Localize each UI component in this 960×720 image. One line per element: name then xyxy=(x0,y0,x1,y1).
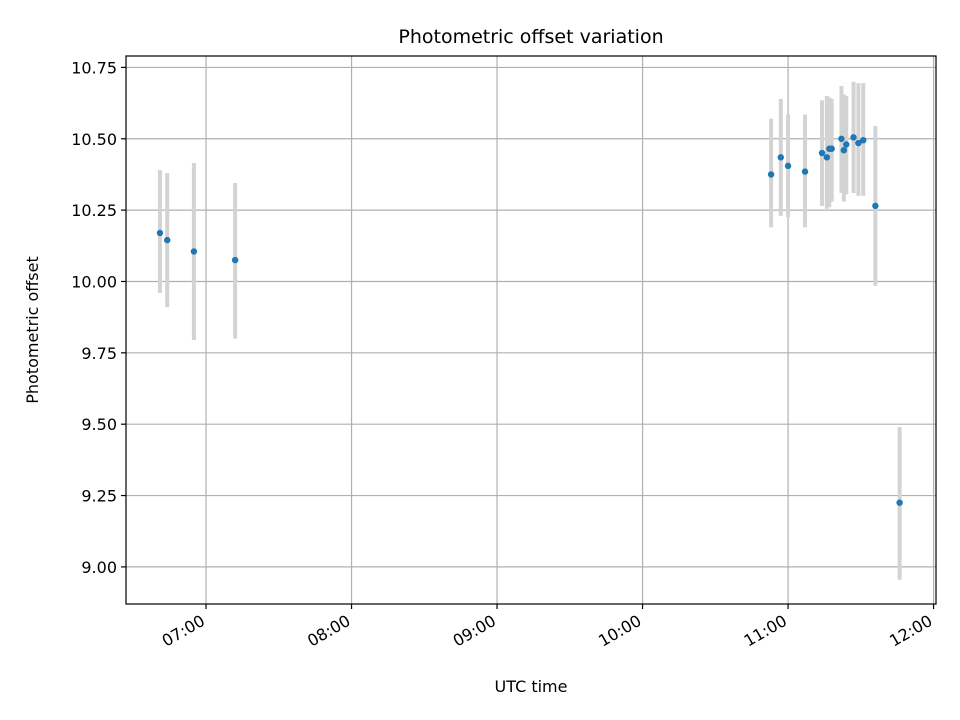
data-point xyxy=(872,202,879,210)
data-point xyxy=(190,248,198,255)
x-tick-label: 08:00 xyxy=(304,611,353,651)
data-points xyxy=(156,134,903,506)
chart-title: Photometric offset variation xyxy=(398,26,663,48)
y-tick-label: 10.25 xyxy=(71,201,117,220)
data-point xyxy=(850,134,857,141)
y-tick-label: 10.50 xyxy=(71,130,117,149)
x-axis-ticks: 07:00 08:00 09:00 10:00 11:00 12:00 xyxy=(159,604,936,651)
data-point xyxy=(843,141,850,148)
data-point xyxy=(777,154,784,161)
x-tick-label: 09:00 xyxy=(450,611,499,651)
data-point xyxy=(784,162,792,170)
data-point xyxy=(860,136,867,144)
x-tick-label: 07:00 xyxy=(159,611,208,651)
y-tick-label: 9.25 xyxy=(81,487,117,506)
data-point xyxy=(840,146,848,154)
data-point xyxy=(838,135,845,142)
grid-lines xyxy=(126,56,936,604)
y-tick-label: 10.75 xyxy=(71,58,117,77)
x-tick-label: 10:00 xyxy=(595,611,644,651)
data-point xyxy=(164,236,171,244)
y-tick-label: 9.75 xyxy=(81,344,117,363)
data-point xyxy=(801,168,809,175)
data-point xyxy=(855,139,862,147)
data-point xyxy=(823,154,831,161)
x-tick-label: 12:00 xyxy=(886,611,935,651)
data-point xyxy=(156,229,164,237)
data-point xyxy=(828,145,835,152)
data-point xyxy=(818,149,826,157)
x-tick-label: 11:00 xyxy=(741,611,790,651)
y-axis-ticks: 9.00 9.25 9.50 9.75 10.00 10.25 10.50 10.75 xyxy=(71,58,126,577)
y-tick-label: 10.00 xyxy=(71,272,117,291)
y-axis-label: Photometric offset xyxy=(23,256,42,404)
plot-frame xyxy=(125,55,937,605)
y-tick-label: 9.00 xyxy=(81,558,117,577)
error-bars xyxy=(157,81,902,580)
y-tick-label: 9.50 xyxy=(81,415,117,434)
data-point xyxy=(896,499,903,506)
data-point xyxy=(767,171,775,178)
x-axis-label: UTC time xyxy=(495,677,568,696)
data-point xyxy=(231,256,239,264)
